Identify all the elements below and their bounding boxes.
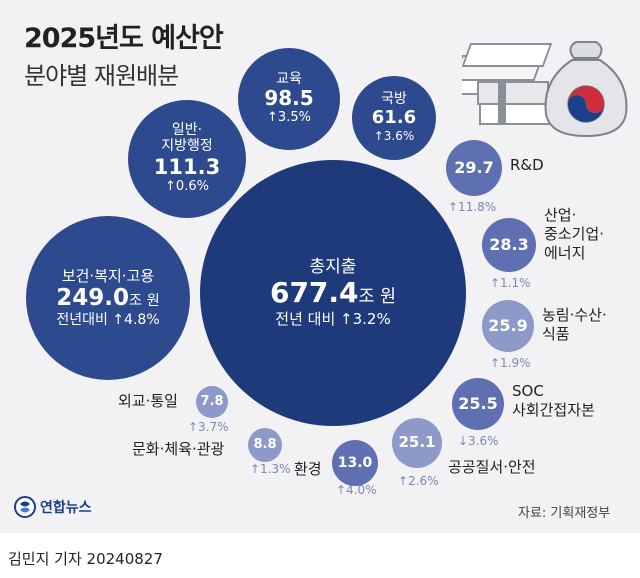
- bubble-label: 교육: [276, 70, 302, 87]
- bubble-external-change: ↑3.7%: [188, 420, 229, 434]
- bubble-label: 국방: [381, 91, 407, 108]
- bubble-external-label: 문화·체육·관광: [132, 440, 225, 458]
- bubble-value: 13.0: [337, 454, 373, 471]
- bubble-label: 총지출: [309, 256, 357, 277]
- chart-title: 2025년도 예산안: [24, 23, 224, 54]
- bubble-value: 25.5: [458, 393, 498, 413]
- bubble-label: 일반· 지방행정: [161, 121, 213, 155]
- bubble-item: 교육 98.5 ↑3.5%: [238, 48, 340, 150]
- bubble-value: 29.7: [454, 157, 494, 177]
- yonhap-logo-icon: [14, 496, 36, 518]
- bubble-value: 111.3: [153, 155, 221, 180]
- byline: 김민지 기자 20240827: [8, 550, 163, 568]
- bubble-item: 국방 61.6 ↑3.6%: [352, 76, 436, 160]
- chart-panel: 2025년도 예산안 분야별 재원배분 총지출 677.4조 원 전년 대비 ↑…: [0, 0, 640, 533]
- bubble-label: 보건·복지·고용: [61, 266, 155, 285]
- bubble-item: 25.9: [482, 300, 534, 352]
- bubble-value: 25.9: [488, 315, 528, 335]
- bubble-external-change: ↑11.8%: [448, 200, 497, 214]
- bubble-item: 7.8: [196, 386, 228, 418]
- bubble-external-label: SOC 사회간접자본: [512, 382, 595, 419]
- bubble-value: 249.0조 원: [56, 284, 160, 311]
- bubble-external-change: ↑2.6%: [398, 474, 439, 488]
- bubble-item: 보건·복지·고용 249.0조 원 전년대비 ↑4.8%: [26, 216, 190, 380]
- bubble-external-label: 공공질서·안전: [448, 458, 536, 476]
- bubble-item: 8.8: [248, 428, 282, 462]
- bubble-change: ↑3.5%: [267, 110, 311, 126]
- bubble-external-change: ↓3.6%: [458, 434, 499, 448]
- bubble-value: 677.4조 원: [269, 276, 397, 310]
- bubble-item: 28.3: [482, 218, 536, 272]
- bubble-item: 13.0: [332, 440, 378, 486]
- chart-subtitle: 분야별 재원배분: [24, 62, 179, 90]
- bubble-change: ↑3.6%: [373, 128, 415, 143]
- bubble-total: 총지출 677.4조 원 전년 대비 ↑3.2%: [200, 160, 466, 426]
- bubble-external-change: ↑1.3%: [250, 462, 291, 476]
- yonhap-logo: 연합뉴스: [14, 496, 92, 518]
- logo-text: 연합뉴스: [40, 500, 92, 516]
- bubble-item: 25.5: [452, 378, 504, 430]
- bubble-external-label: 산업· 중소기업· 에너지: [544, 206, 604, 262]
- bubble-external-label: 외교·통일: [118, 392, 178, 410]
- coin-bag-icon: [544, 41, 628, 138]
- bubble-value: 25.1: [398, 433, 436, 452]
- bubble-change: ↑0.6%: [165, 179, 209, 195]
- banknote-stack-icon: [462, 43, 553, 125]
- bubble-value: 61.6: [371, 107, 417, 129]
- bubble-external-change: ↑1.9%: [490, 356, 531, 370]
- bubble-external-change: ↑1.1%: [490, 276, 531, 290]
- bubble-value: 28.3: [489, 234, 529, 254]
- bubble-change: 전년 대비 ↑3.2%: [275, 309, 391, 328]
- bubble-external-change: ↑4.0%: [336, 483, 377, 497]
- bubble-change: 전년대비 ↑4.8%: [56, 312, 160, 329]
- bubble-value: 8.8: [253, 436, 277, 452]
- bubble-item: 일반· 지방행정 111.3 ↑0.6%: [128, 100, 246, 218]
- bubble-external-label: 농림·수산· 식품: [542, 306, 607, 343]
- money-bag-icon: [462, 41, 628, 138]
- bubble-external-label: 환경: [294, 460, 322, 478]
- source-note: 자료: 기획재정부: [518, 506, 611, 521]
- bubble-value: 7.8: [200, 393, 224, 409]
- bubble-external-label: R&D: [510, 156, 544, 174]
- bubble-value: 98.5: [264, 86, 314, 111]
- bubble-item: 25.1: [392, 418, 442, 468]
- bubble-item: 29.7: [446, 140, 502, 196]
